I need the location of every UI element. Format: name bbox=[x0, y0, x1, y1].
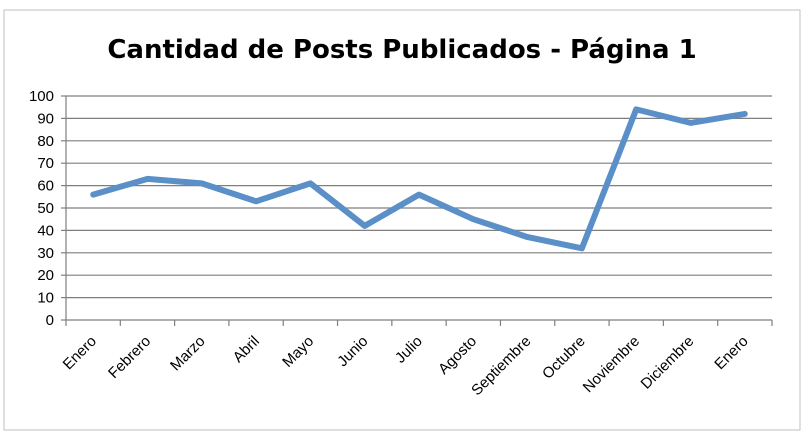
chart-title: Cantidad de Posts Publicados - Página 1 bbox=[107, 35, 696, 65]
y-tick-label: 90 bbox=[37, 110, 54, 127]
y-tick-label: 10 bbox=[37, 290, 54, 307]
y-tick-label: 20 bbox=[37, 267, 54, 284]
y-tick-label: 60 bbox=[37, 178, 54, 195]
y-axis-ticks: 0 10 20 30 40 50 60 70 80 90 100 bbox=[29, 88, 66, 329]
y-tick-label: 50 bbox=[37, 200, 54, 217]
y-tick-label: 80 bbox=[37, 133, 54, 150]
y-tick-label: 30 bbox=[37, 245, 54, 262]
y-tick-label: 0 bbox=[46, 312, 54, 329]
chart-area bbox=[3, 9, 801, 431]
axes bbox=[65, 96, 772, 321]
y-tick-label: 100 bbox=[29, 88, 54, 105]
series-group bbox=[90, 106, 748, 252]
y-tick-label: 40 bbox=[37, 222, 54, 239]
y-tick-label: 70 bbox=[37, 155, 54, 172]
gridlines bbox=[66, 95, 772, 299]
